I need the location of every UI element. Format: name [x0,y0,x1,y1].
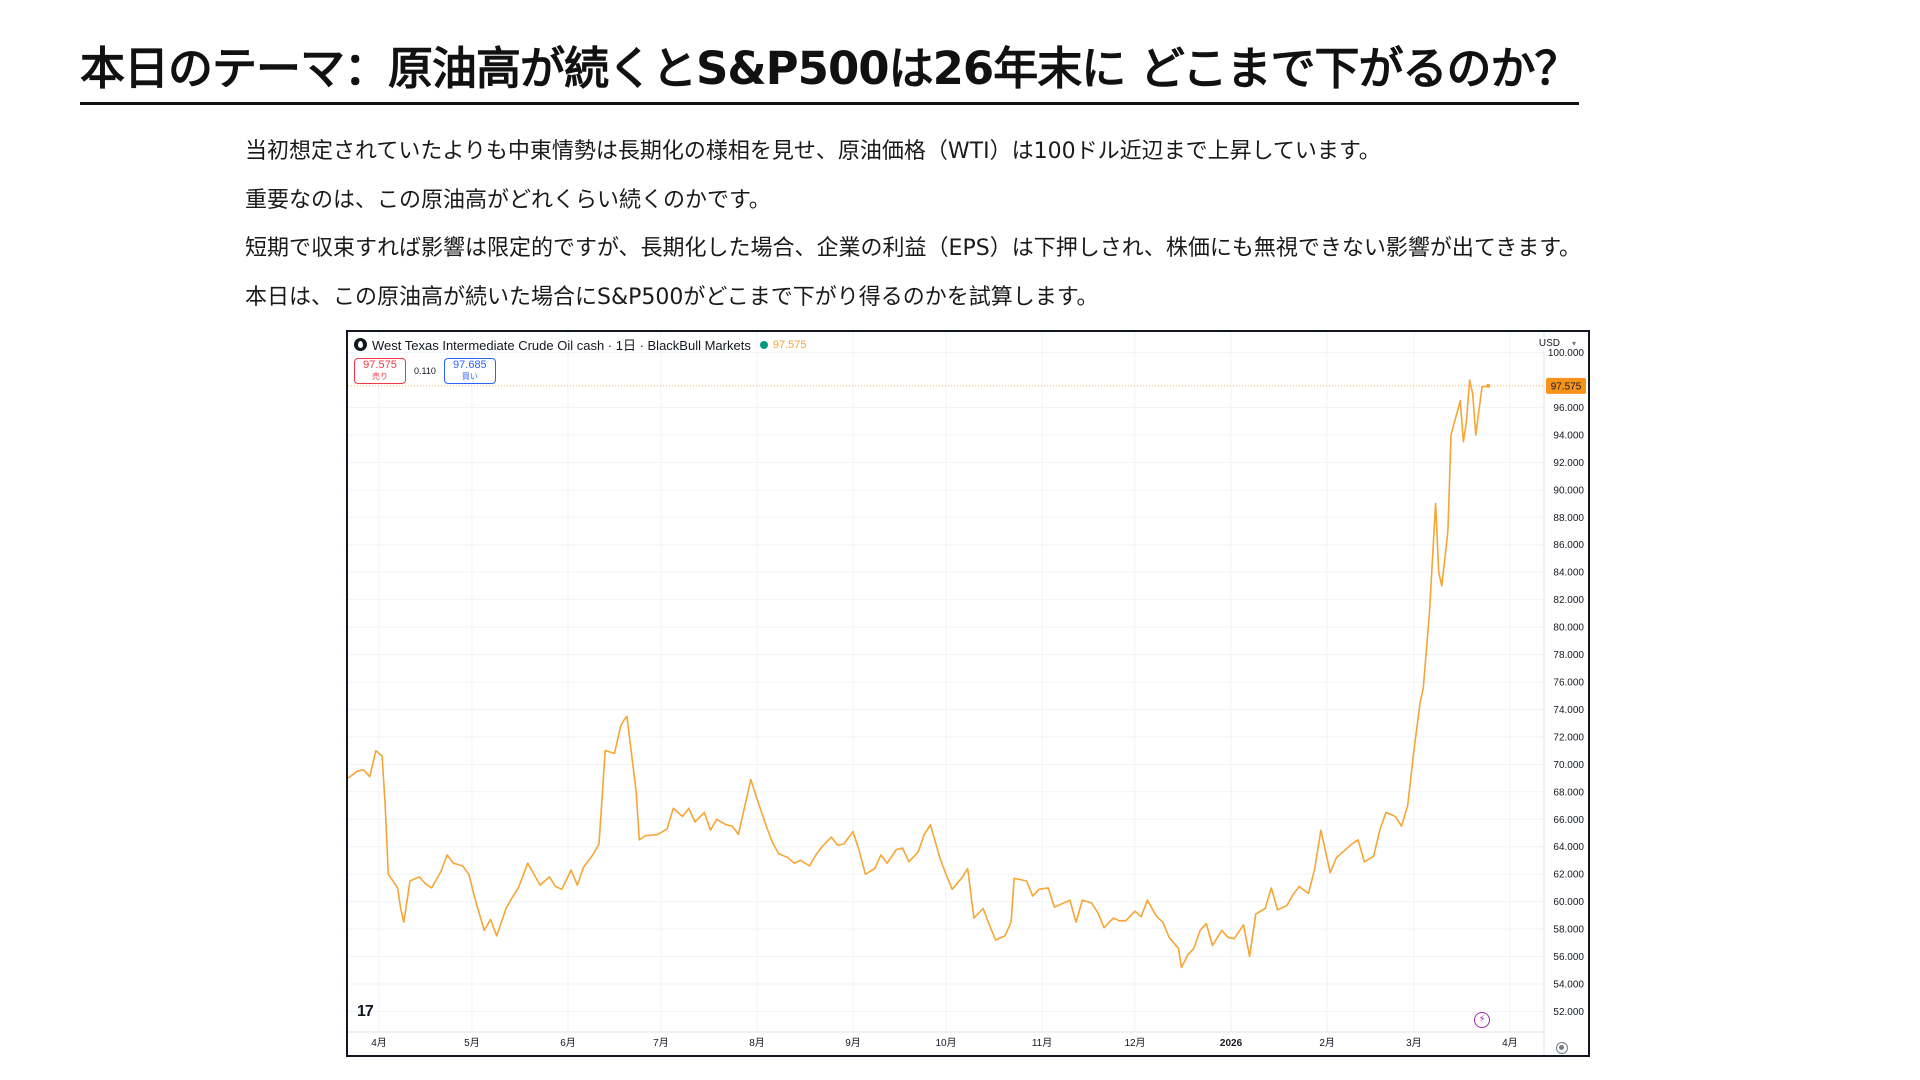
y-tick-label: 56.000 [1553,952,1584,963]
chart-plot[interactable]: 52.000 54.000 56.000 58.000 60.000 62.000 64.0… [348,332,1588,1055]
y-tick-label: 80.000 [1553,623,1584,634]
slide-title: 本日のテーマ：原油高が続くとS&P500は26年末に どこまで下がるのか？ [80,38,1580,105]
y-tick-label: 72.000 [1553,732,1584,743]
x-tick-label: 8月 [749,1037,765,1049]
price-tag [1546,377,1586,394]
tradingview-logo[interactable]: 17 [357,1003,374,1020]
sell-price: 97.575 [363,359,397,371]
y-tick-label: 86.000 [1553,540,1584,551]
y-tick-label: 100.000 [1548,348,1585,359]
y-tick-label: 84.000 [1553,568,1584,579]
y-tick-label: 62.000 [1553,870,1584,881]
buy-label: 買い [461,372,478,381]
x-tick-label: 4月 [371,1037,387,1049]
y-tick-label: 92.000 [1553,458,1584,469]
sell-button[interactable]: 97.575 売り [354,358,406,384]
y-tick-label: 68.000 [1553,787,1584,798]
y-tick-label: 64.000 [1553,842,1584,853]
caret-down-icon: ▾ [1571,339,1576,348]
y-tick-label: 74.000 [1553,705,1584,716]
intro-paragraph-2: 重要なのは、この原油高がどれくらい続くのかです。 [245,187,771,213]
y-tick-label: 78.000 [1553,650,1584,661]
intro-paragraph-4: 本日は、この原油高が続いた場合にS&P500がどこまで下がり得るのかを試算します… [245,284,1099,310]
wti-price-chart[interactable]: 52.000 54.000 56.000 58.000 60.000 62.000 64.0… [346,330,1590,1057]
intro-paragraph-1: 当初想定されていたよりも中東情勢は長期化の様相を見せ、原油価格（WTI）は100… [245,139,1381,164]
currency-selector[interactable]: USD ▾ [1539,338,1576,349]
y-tick-label: 82.000 [1553,595,1584,606]
y-tick-label: 88.000 [1553,513,1584,524]
x-tick-label: 2026 [1220,1038,1243,1049]
y-tick-label: 90.000 [1553,485,1584,496]
intro-paragraph-3: 短期で収束すれば影響は限定的ですが、長期化した場合、企業の利益（EPS）は下押し… [245,236,1582,261]
currency-label: USD [1538,338,1560,349]
header-last-price: 97.575 [772,338,807,351]
y-tick-label: 52.000 [1553,1007,1584,1018]
quote-panel: 97.575 売り 0.110 97.685 買い [354,358,496,384]
price-tag-label: 97.575 [1551,381,1582,392]
intro-text: 当初想定されていたよりも中東情勢は長期化の様相を見せ、原油価格（WTI）は100… [245,128,1581,322]
x-tick-label: 6月 [560,1037,576,1049]
y-tick-label: 70.000 [1553,760,1584,771]
sell-label: 売り [372,372,388,381]
y-tick-label: 58.000 [1553,925,1584,936]
x-tick-label: 3月 [1406,1037,1422,1049]
x-tick-label: 2月 [1319,1037,1335,1049]
x-tick-label: 11月 [1032,1037,1052,1049]
buy-button[interactable]: 97.685 買い [443,358,496,384]
chart-symbol-header[interactable]: West Texas Intermediate Crude Oil cash ·… [354,335,806,354]
x-tick-label: 5月 [464,1037,480,1049]
lightning-icon[interactable]: ⚡ [1474,1012,1490,1028]
live-dot-icon [759,340,768,349]
symbol-title: West Texas Intermediate Crude Oil cash ·… [372,338,751,353]
symbol-icon [354,338,367,351]
price-series-line [348,379,1489,969]
y-tick-label: 96.000 [1553,403,1584,414]
x-tick-label: 7月 [653,1037,669,1049]
y-tick-label: 60.000 [1553,897,1584,908]
x-tick-label: 4月 [1502,1037,1518,1049]
y-tick-label: 54.000 [1553,979,1584,990]
y-tick-label: 76.000 [1553,678,1584,689]
last-point [1486,383,1491,388]
y-tick-label: 66.000 [1553,815,1584,826]
x-tick-label: 12月 [1124,1037,1145,1049]
x-tick-label: 10月 [935,1037,956,1049]
spread-value: 0.110 [414,366,436,376]
buy-price: 97.685 [453,359,487,371]
settings-icon[interactable] [1556,1042,1568,1054]
x-tick-label: 9月 [845,1037,861,1049]
y-tick-label: 94.000 [1553,430,1584,441]
